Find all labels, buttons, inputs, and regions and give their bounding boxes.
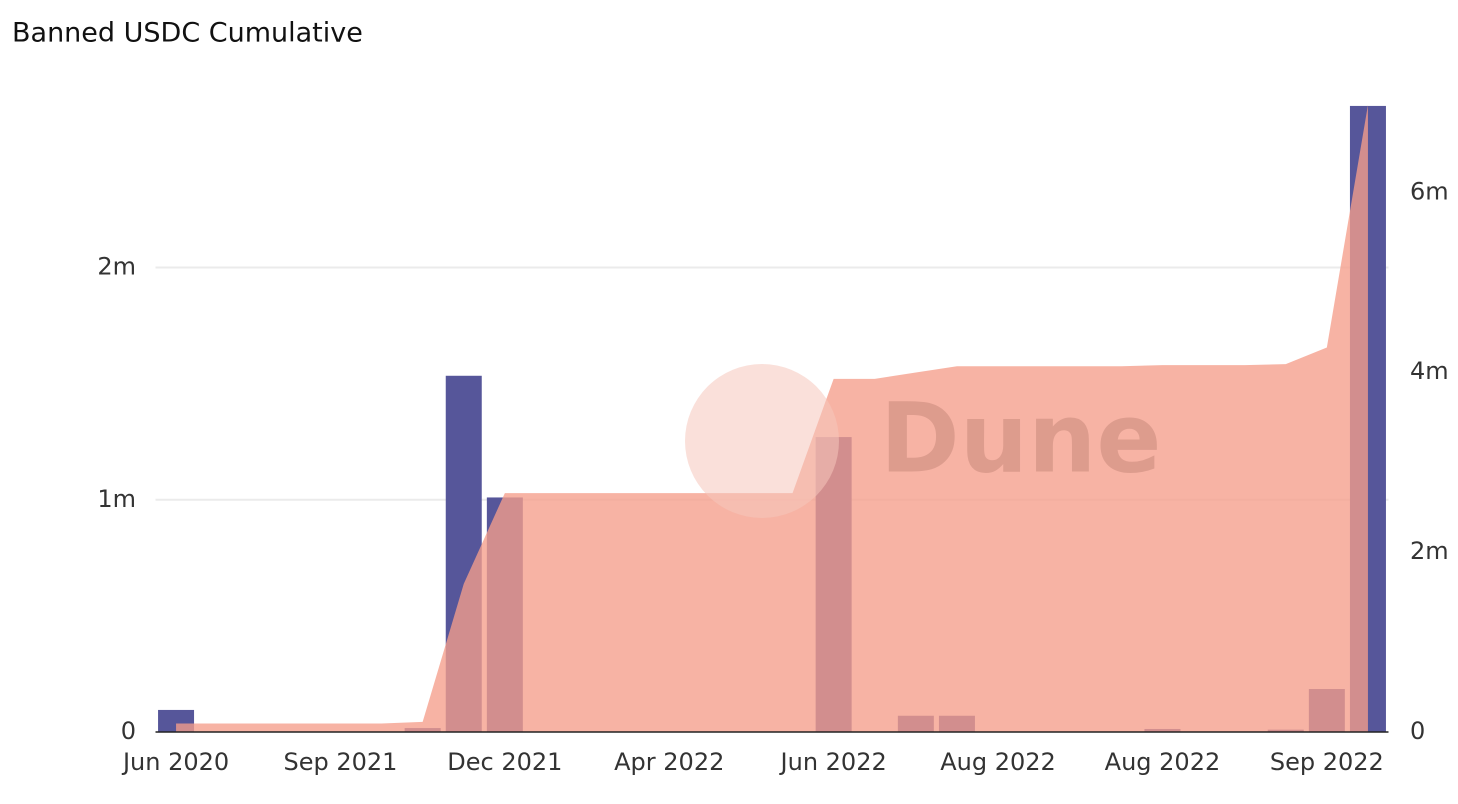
y2-tick-label: 4m: [1410, 357, 1449, 385]
watermark: Dune: [880, 382, 1161, 494]
x-tick-label: Aug 2022: [940, 748, 1056, 776]
watermark-logo: [685, 364, 839, 518]
x-tick-label: Sep 2022: [1270, 748, 1384, 776]
y2-tick-label: 0: [1410, 717, 1425, 745]
x-tick-label: Apr 2022: [614, 748, 724, 776]
area: [176, 105, 1368, 732]
y-tick-label: 2m: [97, 253, 136, 281]
y-tick-label: 1m: [97, 485, 136, 513]
y2-tick-label: 2m: [1410, 537, 1449, 565]
x-tick-label: Sep 2021: [283, 748, 397, 776]
x-tick-label: Aug 2022: [1105, 748, 1221, 776]
x-tick-label: Jun 2020: [121, 748, 229, 776]
x-tick-label: Dec 2021: [447, 748, 562, 776]
y2-tick-label: 6m: [1410, 177, 1449, 205]
y-tick-label: 0: [121, 717, 136, 745]
chart-title: Banned USDC Cumulative: [12, 18, 363, 49]
x-tick-label: Jun 2022: [779, 748, 887, 776]
